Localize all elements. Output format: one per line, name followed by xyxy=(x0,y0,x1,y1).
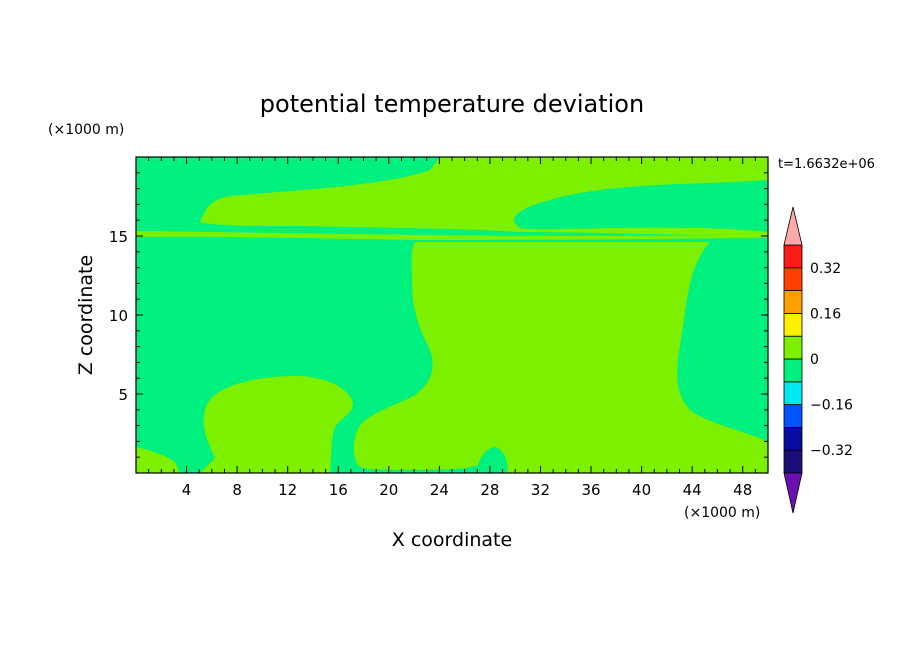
x-tick-label: 32 xyxy=(531,481,550,499)
colorbar-tick-label: −0.16 xyxy=(810,398,853,414)
x-tick-label: 8 xyxy=(232,481,242,499)
y-tick-label: 10 xyxy=(109,307,128,325)
y-tick-label: 5 xyxy=(118,386,128,404)
colorbar: 0.32 0.16 0 −0.16 −0.32 xyxy=(783,206,853,514)
x-tick-label: 40 xyxy=(632,481,651,499)
colorbar-tick-label: −0.32 xyxy=(810,443,853,459)
contour-region-central xyxy=(353,242,768,473)
x-tick-label: 16 xyxy=(329,481,348,499)
colorbar-segment xyxy=(783,267,803,291)
colorbar-segment xyxy=(783,358,803,383)
colorbar-tick-label: 0.32 xyxy=(810,261,841,277)
chart-title: potential temperature deviation xyxy=(260,90,644,118)
x-tick-label: 12 xyxy=(278,481,297,499)
x-unit-label: (×1000 m) xyxy=(684,505,760,521)
axis-ticks xyxy=(136,157,768,473)
colorbar-segment xyxy=(783,290,803,314)
colorbar-tick-label: 0 xyxy=(810,352,819,368)
colorbar-segment xyxy=(783,381,803,405)
colorbar-segment xyxy=(783,335,803,360)
x-tick-label: 4 xyxy=(182,481,192,499)
colorbar-over-triangle xyxy=(783,206,803,246)
plot-area xyxy=(136,157,768,473)
colorbar-segment xyxy=(783,312,803,337)
colorbar-segment xyxy=(783,426,803,451)
y-tick-label: 15 xyxy=(109,228,128,246)
colorbar-segment xyxy=(783,244,803,269)
x-axis-label: X coordinate xyxy=(392,529,512,551)
colorbar-tick-label: 0.16 xyxy=(810,306,841,322)
contour-region-line-15 xyxy=(136,231,768,240)
x-tick-label: 28 xyxy=(480,481,499,499)
colorbar-segment xyxy=(783,404,803,428)
contour-region-top-band xyxy=(200,157,768,236)
time-label: t=1.6632e+06 xyxy=(778,157,875,172)
x-tick-label: 20 xyxy=(379,481,398,499)
x-tick-label: 48 xyxy=(733,481,752,499)
y-axis-label: Z coordinate xyxy=(75,255,97,375)
colorbar-under-triangle xyxy=(783,472,803,514)
contour-region-lower-left xyxy=(200,375,353,473)
y-unit-label: (×1000 m) xyxy=(48,122,124,138)
colorbar-segment xyxy=(783,449,803,474)
x-tick-label: 24 xyxy=(430,481,449,499)
contour-region-bottom-left xyxy=(136,447,180,473)
x-tick-label: 44 xyxy=(683,481,702,499)
x-tick-label: 36 xyxy=(581,481,600,499)
